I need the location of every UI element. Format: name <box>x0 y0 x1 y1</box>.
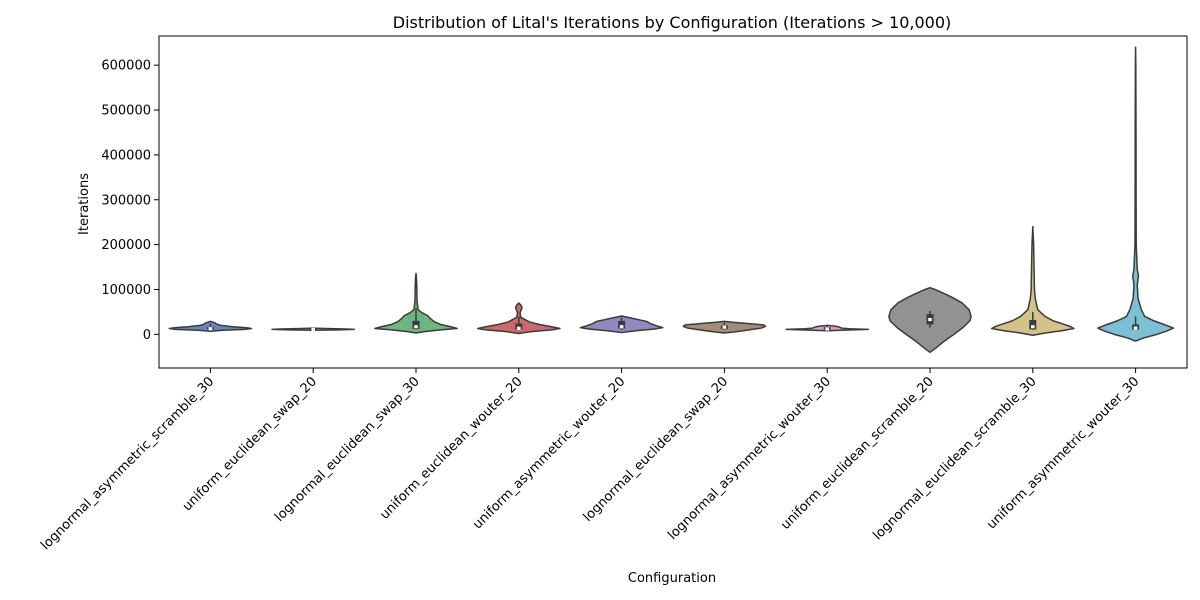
y-tick-label: 300000 <box>101 193 151 208</box>
violin-median-dot <box>414 325 418 329</box>
y-tick-label: 500000 <box>101 104 151 119</box>
plot-area: 0 100000 200000 300000 400000 500000 600000 log… <box>38 35 1188 553</box>
violin-median-dot <box>825 327 829 331</box>
y-tick-label: 400000 <box>101 148 151 163</box>
violin-body <box>374 272 458 334</box>
violin-median-dot <box>1133 326 1138 330</box>
violin-median-dot <box>208 327 213 331</box>
violin-iqr-box <box>412 320 420 329</box>
violin-median-dot <box>722 325 727 329</box>
y-tick-label: 0 <box>143 328 151 343</box>
x-tick-label: lognormal_asymmetric_wouter_30 <box>665 374 834 543</box>
violin-body <box>990 225 1075 336</box>
y-tick-label: 200000 <box>101 238 151 253</box>
chart-title: Distribution of Lital's Iterations by Co… <box>393 13 951 32</box>
violin-body <box>1097 46 1175 342</box>
y-tick-label: 100000 <box>101 283 151 298</box>
violin-iqr-box <box>1029 319 1037 330</box>
violin-median-dot <box>517 326 521 330</box>
violin-iqr-box <box>515 323 523 330</box>
violin-iqr-box <box>618 320 626 329</box>
y-tick-label: 600000 <box>101 59 151 74</box>
violin-median-dot <box>1031 325 1035 329</box>
x-axis-label: Configuration <box>628 571 716 586</box>
violin-median-dot <box>619 325 624 329</box>
y-axis-label: Iterations <box>77 173 92 235</box>
plot-frame <box>158 35 1188 369</box>
violin-median-dot <box>928 317 932 322</box>
x-tick-label: lognormal_euclidean_scramble_30 <box>870 374 1039 543</box>
x-tick-label: lognormal_asymmetric_scramble_30 <box>38 374 217 553</box>
violin-median-dot <box>311 327 315 332</box>
